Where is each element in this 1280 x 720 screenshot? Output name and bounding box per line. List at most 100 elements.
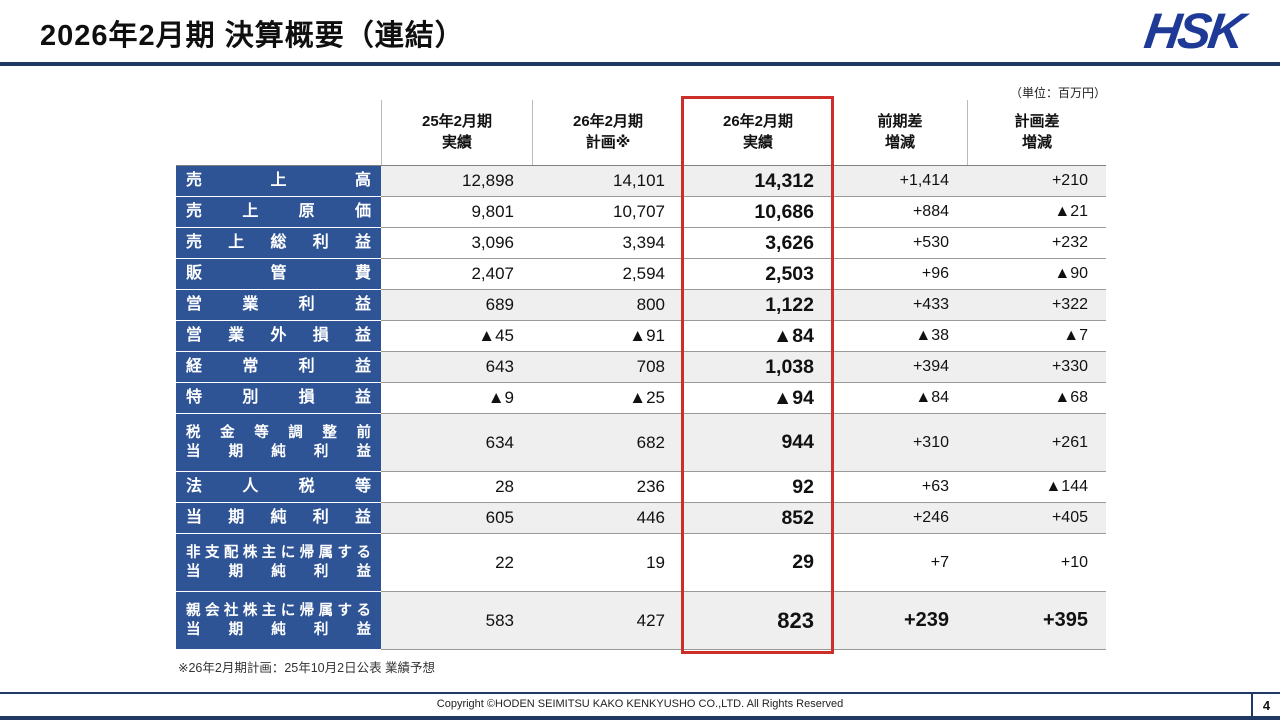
prev-actual-cell: ▲9 (381, 383, 532, 414)
vs-prev-cell: +63 (832, 472, 967, 503)
prev-actual-cell: 689 (381, 290, 532, 321)
actual-cell: 92 (683, 472, 832, 503)
table-row: 売上総利益 3,096 3,394 3,626 +530 +232 (176, 228, 1106, 259)
plan-cell: 800 (532, 290, 683, 321)
vs-plan-cell: +210 (967, 166, 1106, 197)
prev-actual-cell: 3,096 (381, 228, 532, 259)
table-row: 経常利益 643 708 1,038 +394 +330 (176, 352, 1106, 383)
company-logo-text: HSK (1141, 3, 1246, 59)
vs-prev-cell: +433 (832, 290, 967, 321)
table-row: 営業利益 689 800 1,122 +433 +322 (176, 290, 1106, 321)
company-logo: HSK (1141, 2, 1246, 60)
table-row: 営業外損益 ▲45 ▲91 ▲84 ▲38 ▲7 (176, 321, 1106, 352)
row-label: 営業外損益 (176, 321, 381, 352)
vs-prev-cell: +239 (832, 592, 967, 650)
row-label-column-header (176, 100, 381, 165)
row-label: 売上総利益 (176, 228, 381, 259)
row-label: 非支配株主に帰属する当期純利益 (176, 534, 381, 592)
plan-cell: 708 (532, 352, 683, 383)
prev-actual-cell: ▲45 (381, 321, 532, 352)
vs-prev-cell: +246 (832, 503, 967, 534)
row-label: 経常利益 (176, 352, 381, 383)
footnote: ※26年2月期計画：25年10月2日公表 業績予想 (178, 661, 436, 675)
prev-actual-cell: 605 (381, 503, 532, 534)
prev-actual-cell: 634 (381, 414, 532, 472)
title-underline (0, 62, 1280, 66)
page-number: 4 (1262, 697, 1271, 713)
row-label: 販管費 (176, 259, 381, 290)
plan-cell: 236 (532, 472, 683, 503)
prev-actual-cell: 2,407 (381, 259, 532, 290)
vs-plan-cell: +395 (967, 592, 1106, 650)
page-number-box: 4 (1251, 694, 1280, 716)
table-row: 親会社株主に帰属する当期純利益 583 427 823 +239 +395 (176, 592, 1106, 650)
table-header-row: 25年2月期 実績 26年2月期 計画※ 26年2月期 実績 前期差 増減 計画… (176, 100, 1106, 166)
prev-actual-cell: 9,801 (381, 197, 532, 228)
table-row: 税金等調整前当期純利益 634 682 944 +310 +261 (176, 414, 1106, 472)
vs-prev-cell: ▲38 (832, 321, 967, 352)
copyright-text: Copyright ©HODEN SEIMITSU KAKO KENKYUSHO… (436, 698, 844, 710)
actual-cell: 10,686 (683, 197, 832, 228)
row-label: 当期純利益 (176, 503, 381, 534)
prev-actual-cell: 28 (381, 472, 532, 503)
table-row: 特別損益 ▲9 ▲25 ▲94 ▲84 ▲68 (176, 383, 1106, 414)
row-label: 特別損益 (176, 383, 381, 414)
vs-prev-cell: +884 (832, 197, 967, 228)
plan-cell: ▲91 (532, 321, 683, 352)
plan-cell: 19 (532, 534, 683, 592)
vs-plan-cell: +232 (967, 228, 1106, 259)
plan-cell: 682 (532, 414, 683, 472)
col-header-fy25-actual: 25年2月期 実績 (381, 100, 532, 165)
table-row: 法人税等 28 236 92 +63 ▲144 (176, 472, 1106, 503)
plan-cell: 14,101 (532, 166, 683, 197)
actual-cell: 852 (683, 503, 832, 534)
actual-cell: 1,038 (683, 352, 832, 383)
col-header-fy26-plan: 26年2月期 計画※ (532, 100, 683, 165)
plan-cell: 446 (532, 503, 683, 534)
vs-plan-cell: ▲68 (967, 383, 1106, 414)
table-row: 売上高 12,898 14,101 14,312 +1,414 +210 (176, 166, 1106, 197)
vs-plan-cell: ▲21 (967, 197, 1106, 228)
actual-cell: ▲84 (683, 321, 832, 352)
results-table: 25年2月期 実績 26年2月期 計画※ 26年2月期 実績 前期差 増減 計画… (176, 96, 1106, 654)
vs-plan-cell: ▲144 (967, 472, 1106, 503)
vs-prev-cell: +96 (832, 259, 967, 290)
vs-plan-cell: +261 (967, 414, 1106, 472)
actual-cell: 2,503 (683, 259, 832, 290)
prev-actual-cell: 12,898 (381, 166, 532, 197)
actual-cell: 14,312 (683, 166, 832, 197)
table-row: 売上原価 9,801 10,707 10,686 +884 ▲21 (176, 197, 1106, 228)
vs-plan-cell: +330 (967, 352, 1106, 383)
row-label: 親会社株主に帰属する当期純利益 (176, 592, 381, 650)
actual-cell: 1,122 (683, 290, 832, 321)
row-label: 営業利益 (176, 290, 381, 321)
table-row: 販管費 2,407 2,594 2,503 +96 ▲90 (176, 259, 1106, 290)
actual-cell: 823 (683, 592, 832, 650)
actual-cell: 29 (683, 534, 832, 592)
prev-actual-cell: 583 (381, 592, 532, 650)
vs-plan-cell: +322 (967, 290, 1106, 321)
table-row: 非支配株主に帰属する当期純利益 22 19 29 +7 +10 (176, 534, 1106, 592)
actual-cell: 3,626 (683, 228, 832, 259)
row-label: 売上原価 (176, 197, 381, 228)
col-header-vs-plan: 計画差 増減 (967, 100, 1106, 165)
col-header-fy26-actual: 26年2月期 実績 (683, 100, 832, 165)
col-header-vs-prev-year: 前期差 増減 (832, 100, 967, 165)
vs-prev-cell: +394 (832, 352, 967, 383)
table-body: 売上高 12,898 14,101 14,312 +1,414 +210 売上原価 9,801… (176, 166, 1106, 650)
prev-actual-cell: 22 (381, 534, 532, 592)
row-label: 法人税等 (176, 472, 381, 503)
plan-cell: 10,707 (532, 197, 683, 228)
vs-plan-cell: ▲90 (967, 259, 1106, 290)
vs-prev-cell: ▲84 (832, 383, 967, 414)
vs-prev-cell: +7 (832, 534, 967, 592)
actual-cell: 944 (683, 414, 832, 472)
vs-prev-cell: +310 (832, 414, 967, 472)
prev-actual-cell: 643 (381, 352, 532, 383)
row-label: 税金等調整前当期純利益 (176, 414, 381, 472)
vs-prev-cell: +530 (832, 228, 967, 259)
actual-cell: ▲94 (683, 383, 832, 414)
plan-cell: 3,394 (532, 228, 683, 259)
plan-cell: ▲25 (532, 383, 683, 414)
